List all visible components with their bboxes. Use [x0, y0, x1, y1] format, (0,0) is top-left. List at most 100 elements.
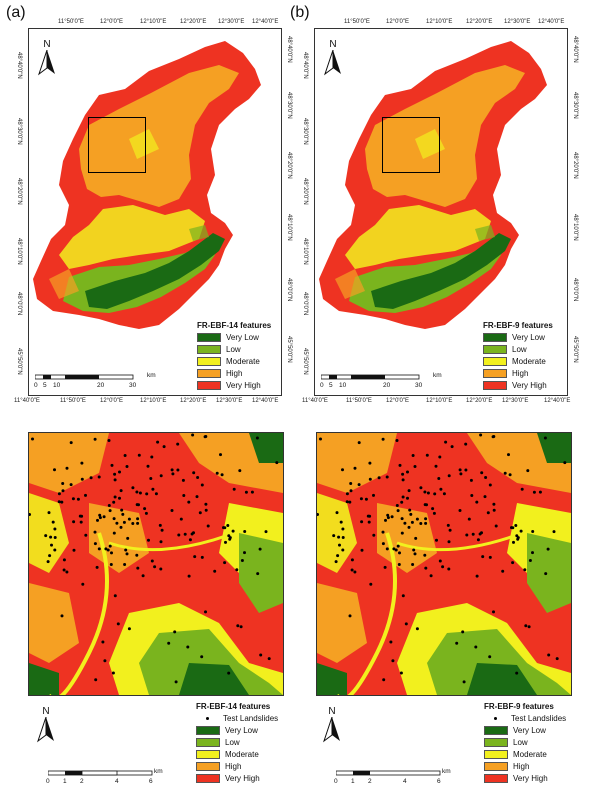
scale-tick: 2 — [80, 778, 84, 785]
landslide-point — [345, 500, 349, 504]
landslide-point — [435, 538, 438, 542]
landslide-point — [368, 477, 372, 481]
landslide-point — [492, 508, 496, 512]
landslide-point — [401, 495, 405, 499]
overview-map-b: N FR-EBF-9 features Very Low Low Moderat… — [314, 28, 568, 396]
landslide-point — [144, 511, 148, 515]
scale-tick: 30 — [415, 382, 423, 389]
landslide-point — [348, 614, 352, 618]
landslide-point — [524, 624, 528, 628]
landslide-point — [57, 492, 61, 496]
legend-label: Very High — [226, 381, 261, 390]
north-arrow-icon — [38, 50, 55, 76]
landslide-point — [150, 559, 154, 563]
north-arrow-a: N — [37, 39, 57, 76]
scalebar-labels: 0 5 10 20 30 km — [320, 372, 451, 391]
legend-title: FR-EBF-14 features — [196, 702, 271, 711]
landslide-point — [492, 502, 496, 506]
landslide-point — [267, 657, 271, 661]
overview-scalebar-a: 0 5 10 20 30 km — [34, 372, 165, 391]
landslide-point — [364, 497, 368, 501]
legend-item: Very High — [483, 380, 553, 391]
landslide-point — [125, 552, 129, 556]
study-area-very-low — [85, 233, 225, 309]
landslide-point — [204, 508, 208, 512]
landslide-point — [447, 474, 451, 478]
landslide-point — [527, 625, 531, 629]
legend-label: Low — [513, 738, 528, 747]
legend-label: Moderate — [225, 750, 259, 759]
scale-tick: 20 — [97, 382, 105, 389]
landslide-point — [123, 563, 127, 566]
landslide-point — [256, 572, 260, 576]
landslide-point — [404, 622, 408, 626]
landslide-point — [80, 477, 84, 481]
graticule-bottom: 11°40'0"E — [14, 398, 40, 404]
landslide-point — [76, 497, 80, 501]
landslide-point — [543, 436, 547, 440]
landslide-point — [335, 511, 339, 515]
landslide-point — [115, 521, 119, 525]
graticule-top: 12°0'0"E — [386, 19, 410, 25]
landslide-point — [222, 526, 225, 530]
landslide-point — [110, 551, 113, 555]
graticule-left: 48°40'0"N — [16, 52, 22, 79]
scale-tick: 6 — [149, 778, 153, 785]
graticule-top: 12°30'0"E — [504, 19, 531, 25]
landslide-point — [136, 521, 140, 525]
landslide-point — [95, 565, 99, 569]
landslide-point — [215, 471, 219, 475]
scale-tick: 20 — [383, 382, 391, 389]
legend-title: FR-EBF-9 features — [484, 702, 554, 711]
graticule-left: 48°30'0"N — [16, 118, 22, 145]
landslide-point — [503, 471, 507, 475]
graticule-left: 48°10'0"N — [16, 238, 22, 265]
graticule-left: 48°30'0"N — [302, 118, 308, 145]
legend-item: Very High — [484, 773, 566, 784]
landslide-point — [119, 489, 123, 493]
graticule-right: 48°20'0"N — [572, 152, 578, 179]
landslide-point — [244, 490, 248, 494]
landslide-point — [386, 516, 390, 520]
legend-label: High — [225, 762, 242, 771]
landslide-point — [408, 508, 412, 512]
landslide-point — [392, 547, 396, 551]
landslide-point — [174, 680, 178, 684]
north-arrow-b: N — [323, 39, 343, 76]
landslide-point — [357, 483, 361, 487]
landslide-point — [236, 624, 240, 628]
landslide-point — [196, 476, 200, 479]
scale-unit: km — [154, 768, 163, 775]
landslide-point — [44, 534, 48, 538]
landslide-point — [401, 472, 405, 476]
legend-item-points: Test Landslides — [196, 713, 278, 723]
detail-map-b — [316, 432, 572, 696]
landslide-point — [395, 439, 399, 442]
scale-tick: 5 — [329, 382, 333, 389]
graticule-right: 45°50'0"N — [572, 336, 578, 363]
landslide-point — [89, 476, 93, 480]
legend-label: Test Landslides — [223, 713, 279, 723]
landslide-point — [465, 533, 469, 537]
detail-raster-a — [29, 433, 283, 695]
landslide-point — [213, 569, 217, 573]
landslide-point — [187, 500, 191, 504]
landslide-point — [62, 568, 66, 572]
landslide-point — [120, 508, 124, 512]
landslide-point — [204, 610, 207, 614]
landslide-point — [359, 497, 363, 501]
landslide-point — [146, 464, 150, 468]
landslide-point — [135, 490, 139, 494]
landslide-point — [447, 567, 451, 571]
graticule-right: 48°40'0"N — [286, 36, 292, 63]
landslide-point — [349, 489, 353, 493]
landslide-point — [93, 542, 97, 546]
landslide-point — [458, 509, 462, 512]
landslide-point — [544, 572, 548, 576]
legend-item: Very Low — [197, 332, 271, 343]
landslide-point — [334, 560, 338, 564]
scale-unit: km — [147, 372, 156, 379]
landslide-point — [357, 441, 361, 445]
landslide-point — [102, 515, 106, 519]
landslide-point — [116, 622, 120, 626]
